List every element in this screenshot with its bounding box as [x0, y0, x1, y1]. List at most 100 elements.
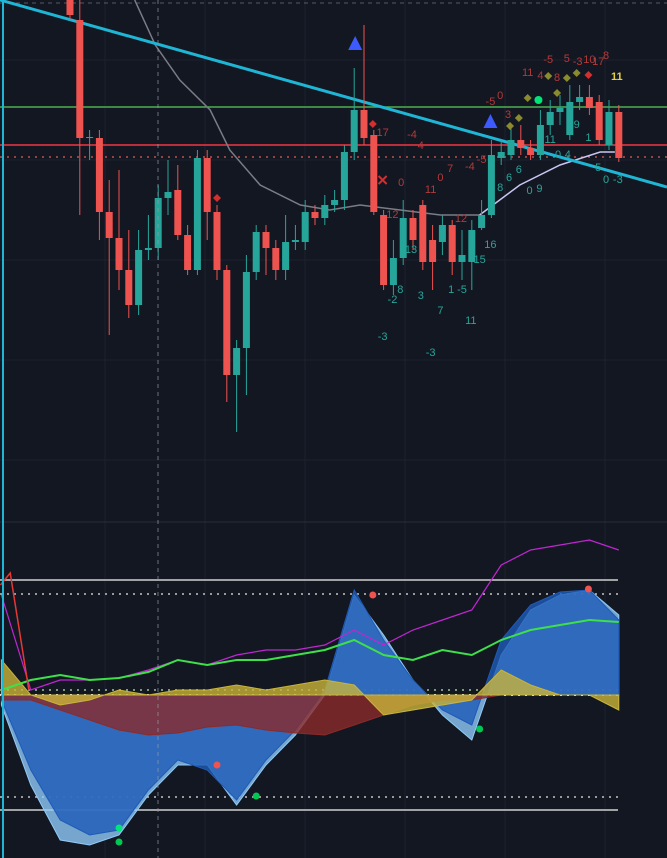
candle-body [380, 215, 388, 285]
count-label: 9 [574, 119, 580, 131]
count-label: 4 [418, 140, 424, 152]
candle-body [105, 212, 113, 238]
count-label: 7 [437, 305, 443, 317]
candle-body [242, 272, 250, 348]
candle-body [448, 225, 456, 262]
candle-body [282, 242, 290, 270]
signal-dot [476, 725, 484, 733]
count-label: -2 [388, 294, 398, 306]
oscillator-line [1, 618, 619, 691]
candle-body [370, 135, 378, 212]
count-label: 4 [537, 70, 543, 82]
signal-dot [369, 591, 377, 599]
candle-body [262, 232, 270, 248]
count-label: 6 [516, 164, 522, 176]
count-label: -5 [543, 54, 553, 66]
count-label: 7 [447, 163, 453, 175]
count-label: 4 [565, 149, 571, 161]
candle-body [350, 110, 358, 152]
candle-body [135, 250, 143, 305]
candle-body [507, 140, 515, 155]
count-label: 6 [506, 172, 512, 184]
signal-diamond [514, 114, 523, 122]
candle-body [154, 198, 162, 248]
candle-body [595, 102, 603, 140]
count-label: 0 [437, 172, 443, 184]
candle-body [419, 205, 427, 262]
count-label: 11 [522, 67, 533, 79]
candle-body [605, 112, 613, 145]
candle-body [566, 102, 574, 135]
candle-body [311, 212, 319, 218]
moving-average [133, 0, 480, 216]
candle-body [468, 230, 476, 262]
candle-body [95, 138, 103, 212]
signal-triangle [348, 36, 363, 50]
count-label: 11 [611, 71, 623, 83]
signal-diamond [213, 194, 222, 202]
candle-body [576, 97, 584, 102]
count-label: -3 [426, 347, 436, 359]
candle-body [399, 218, 407, 258]
candle-body [125, 270, 133, 305]
count-label: 16 [484, 239, 496, 251]
count-label: 12 [386, 209, 398, 221]
count-label: 1 [585, 132, 591, 144]
candle-body [144, 248, 152, 250]
candle-body [546, 112, 554, 125]
signal-dot [213, 761, 221, 769]
candle-body [233, 348, 241, 375]
count-label: 3 [505, 109, 511, 121]
candle-body [458, 255, 466, 262]
count-label: 13 [405, 244, 417, 256]
count-label: -4 [465, 161, 475, 173]
candle-body [438, 225, 446, 242]
count-label: 1 [448, 284, 454, 296]
count-label: 0 [398, 177, 404, 189]
count-label: 5 [595, 162, 601, 174]
candle-body [164, 192, 172, 198]
count-label: 0 [497, 90, 503, 102]
count-label: -5 [486, 96, 496, 108]
candle-body [252, 232, 260, 272]
count-label: 8 [603, 50, 609, 62]
candle-body [389, 258, 397, 285]
signal-diamond [572, 69, 581, 77]
trend-line [0, 0, 667, 189]
candle-body [429, 240, 437, 262]
candle-body [478, 215, 486, 228]
candle-body [213, 212, 221, 270]
candle-body [487, 155, 495, 215]
count-label: 0 [555, 149, 561, 161]
candle-body [66, 0, 74, 15]
candle-body [409, 218, 417, 240]
count-label: 15 [474, 254, 486, 266]
candle-body [184, 235, 192, 270]
count-label: 17 [592, 56, 604, 68]
count-label: 3 [418, 290, 424, 302]
signal-dot [115, 838, 123, 846]
signal-cross [377, 175, 388, 185]
count-label: 11 [544, 134, 555, 146]
signal-diamond [584, 71, 593, 79]
candle-body [321, 205, 329, 218]
candle-body [585, 97, 593, 108]
count-label: -3 [613, 174, 623, 186]
candle-body [76, 20, 84, 138]
count-label: 8 [497, 182, 503, 194]
signal-diamond [544, 72, 553, 80]
candle-body [331, 200, 339, 205]
count-label: -5 [457, 284, 467, 296]
candle-body [174, 190, 182, 235]
candle-body [536, 125, 544, 155]
count-label: -3 [573, 56, 583, 68]
signal-diamond [523, 94, 532, 102]
count-label: 0 [527, 185, 533, 197]
count-label: 8 [397, 284, 403, 296]
candle-body [615, 112, 623, 158]
candle-body [115, 238, 123, 270]
candle-body [86, 137, 94, 138]
oscillator-area [0, 658, 620, 716]
